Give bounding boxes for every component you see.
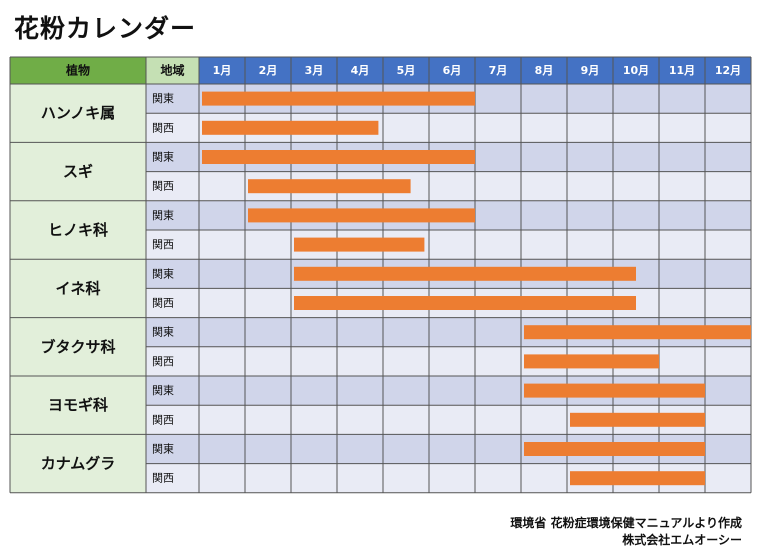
pollen-bar [524, 442, 705, 456]
plant-cell [10, 84, 146, 143]
header-region-cell [146, 57, 199, 84]
month-label-10: 10月 [623, 64, 649, 77]
plant-cell [10, 317, 146, 376]
month-label-8: 8月 [535, 64, 554, 77]
pollen-bar [524, 354, 659, 369]
region-label: 関西 [152, 355, 174, 368]
month-label-4: 4月 [351, 64, 370, 77]
month-label-11: 11月 [669, 64, 695, 77]
pollen-bar [294, 237, 425, 252]
plant-label: ヨモギ科 [48, 396, 108, 414]
pollen-bar [524, 325, 751, 340]
plant-label: ヒノキ科 [48, 221, 108, 239]
source-note: 環境省 花粉症環境保健マニュアルより作成 [510, 516, 742, 530]
pollen-bar [294, 266, 636, 281]
pollen-calendar-chart: 植物 地域 1月 2月 3月 4月 5月 6月 7月 8月 9月 10月 11月 12月ハンノキ属関東関西… [9, 56, 752, 494]
plant-cell [10, 200, 146, 260]
region-label: 関東 [152, 209, 174, 222]
month-label-2: 2月 [259, 64, 278, 77]
page-title: 花粉カレンダー [14, 14, 197, 43]
pollen-bar [202, 120, 379, 135]
region-label: 関東 [152, 151, 174, 164]
plant-cell [10, 434, 146, 493]
row-background [146, 230, 751, 260]
region-label: 関西 [152, 121, 174, 134]
plant-label: イネ科 [55, 279, 100, 297]
month-label-12: 12月 [715, 64, 741, 77]
region-label: 関東 [152, 384, 174, 397]
pollen-bar [570, 412, 705, 427]
plant-label: ブタクサ科 [40, 338, 115, 356]
plant-cell [10, 259, 146, 318]
header-region-label: 地域 [160, 63, 184, 78]
pollen-bar [570, 471, 705, 486]
pollen-bar [248, 208, 475, 223]
region-label: 関東 [152, 443, 174, 456]
header-plant-cell [10, 57, 146, 84]
pollen-bar [524, 383, 705, 398]
month-label-7: 7月 [489, 64, 508, 77]
month-label-1: 1月 [213, 64, 232, 77]
source-company: 株式会社エムオーシー [622, 533, 742, 547]
pollen-bar [248, 179, 411, 194]
plant-label: ハンノキ属 [41, 104, 115, 122]
region-label: 関東 [152, 92, 174, 105]
plant-label: スギ [63, 163, 93, 181]
header-plant-label: 植物 [65, 63, 90, 78]
region-label: 関西 [152, 472, 174, 485]
month-label-9: 9月 [581, 64, 600, 77]
region-label: 関西 [152, 297, 174, 310]
month-label-6: 6月 [443, 64, 462, 77]
region-label: 関西 [152, 413, 174, 426]
pollen-bar [294, 296, 636, 310]
month-label-3: 3月 [305, 64, 324, 77]
pollen-bar [202, 150, 475, 164]
month-label-5: 5月 [397, 64, 416, 77]
pollen-bar [202, 91, 475, 106]
region-label: 関西 [152, 238, 174, 251]
plant-label: カナムグラ [41, 455, 116, 473]
region-label: 関東 [152, 267, 174, 280]
region-label: 関東 [152, 326, 174, 339]
plant-cell [10, 376, 146, 435]
row-background [146, 171, 751, 201]
region-label: 関西 [152, 180, 174, 193]
plant-cell [10, 142, 146, 201]
row-background [146, 346, 751, 376]
